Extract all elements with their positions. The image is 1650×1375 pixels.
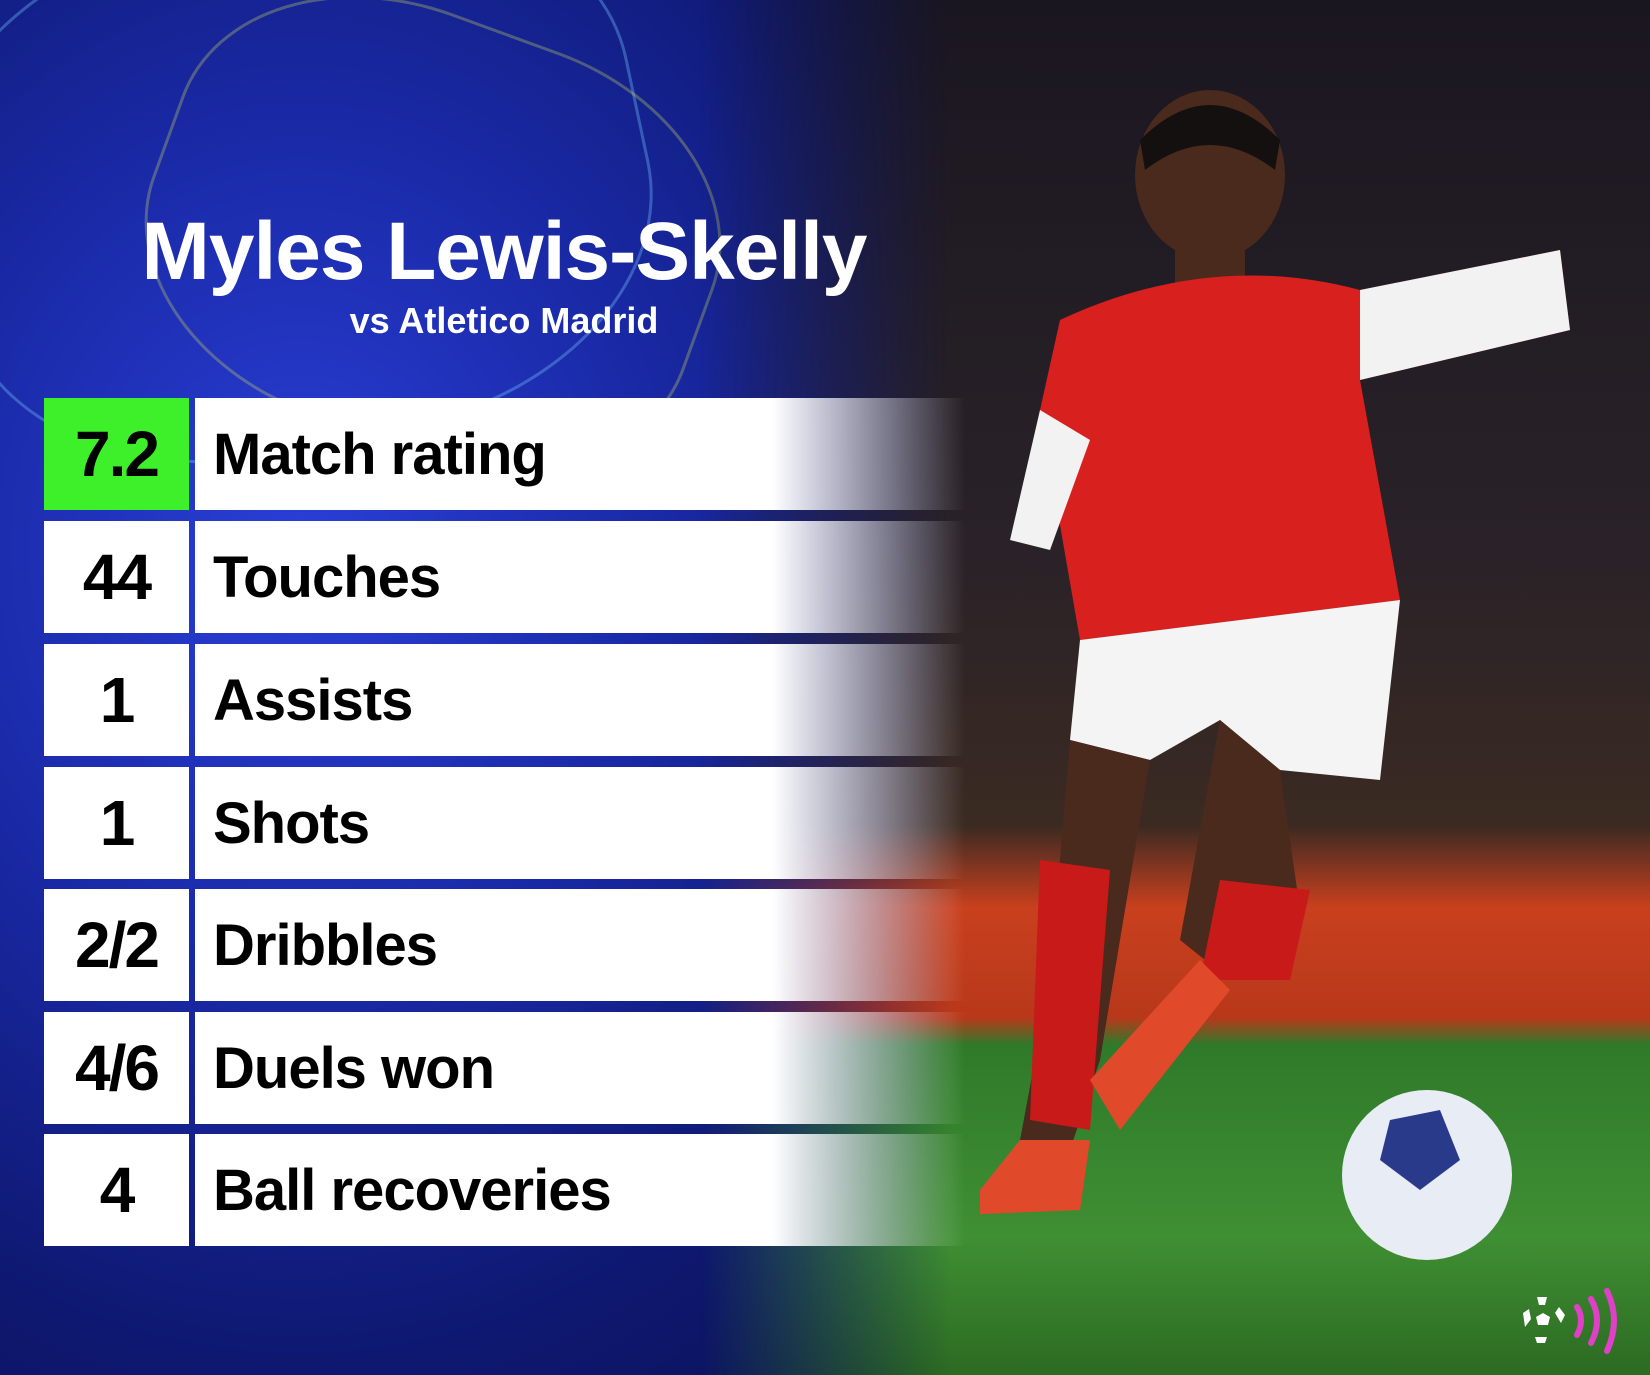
stat-label: Assists [195,644,965,756]
stat-row: 4 Ball recoveries [44,1134,965,1246]
stat-value: 7.2 [44,398,189,510]
stat-value: 44 [44,521,189,633]
stat-row: 7.2 Match rating [44,398,965,510]
opponent-subtitle: vs Atletico Madrid [349,300,659,341]
stat-row: 1 Assists [44,644,965,756]
stat-label: Ball recoveries [195,1134,965,1246]
stat-value: 2/2 [44,889,189,1001]
stat-label: Touches [195,521,965,633]
stat-value: 1 [44,644,189,756]
football-broadcast-logo-icon [1523,1288,1617,1354]
player-name-title: Myles Lewis-Skelly [141,206,868,297]
stat-row: 2/2 Dribbles [44,889,965,1001]
stat-value: 4 [44,1134,189,1246]
stat-label: Shots [195,767,965,879]
stat-label: Dribbles [195,889,965,1001]
stat-value: 1 [44,767,189,879]
stat-row: 4/6 Duels won [44,1012,965,1124]
stat-row: 1 Shots [44,767,965,879]
player-photo [980,90,1570,1260]
stat-label: Duels won [195,1012,965,1124]
stat-row: 44 Touches [44,521,965,633]
stat-value: 4/6 [44,1012,189,1124]
stat-label: Match rating [195,398,965,510]
